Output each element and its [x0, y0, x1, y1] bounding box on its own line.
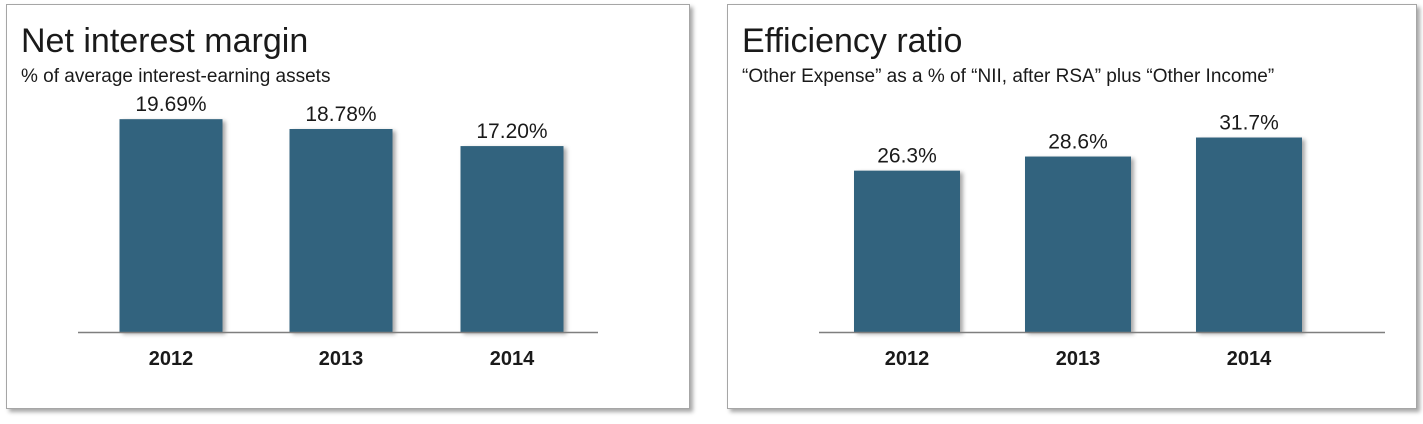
data-label-2013: 28.6% — [1048, 131, 1108, 154]
chart-panel-efficiency-ratio: Efficiency ratio “Other Expense” as a % … — [727, 4, 1417, 409]
tick-label-2014: 2014 — [490, 348, 535, 370]
bar-2014 — [1196, 137, 1302, 332]
tick-label-2013: 2013 — [1056, 348, 1101, 370]
bar-2013 — [1025, 156, 1131, 332]
bar-2012 — [119, 119, 223, 332]
tick-label-2012: 2012 — [885, 348, 930, 370]
data-label-2013: 18.78% — [305, 103, 376, 126]
tick-label-2012: 2012 — [149, 348, 194, 370]
data-label-2014: 31.7% — [1219, 112, 1279, 135]
chart-panel-net-interest-margin: Net interest margin % of average interes… — [6, 4, 690, 409]
chart-title: Efficiency ratio — [742, 22, 963, 60]
bar-2014 — [460, 146, 564, 332]
bar-chart-net-interest-margin: 19.69% 2012 18.78% 2013 17.20% 2014 — [78, 93, 598, 370]
chart-subtitle: % of average interest-earning assets — [21, 66, 331, 87]
data-label-2014: 17.20% — [476, 120, 547, 143]
data-label-2012: 26.3% — [877, 145, 937, 168]
bar-2013 — [289, 128, 393, 332]
data-label-2012: 19.69% — [135, 93, 206, 116]
tick-label-2014: 2014 — [1227, 348, 1272, 370]
chart-title: Net interest margin — [21, 22, 309, 60]
chart-subtitle: “Other Expense” as a % of “NII, after RS… — [742, 66, 1275, 87]
tick-label-2013: 2013 — [319, 348, 364, 370]
bar-2012 — [854, 170, 960, 332]
bar-chart-efficiency-ratio: 26.3% 2012 28.6% 2013 31.7% 2014 — [819, 112, 1385, 370]
